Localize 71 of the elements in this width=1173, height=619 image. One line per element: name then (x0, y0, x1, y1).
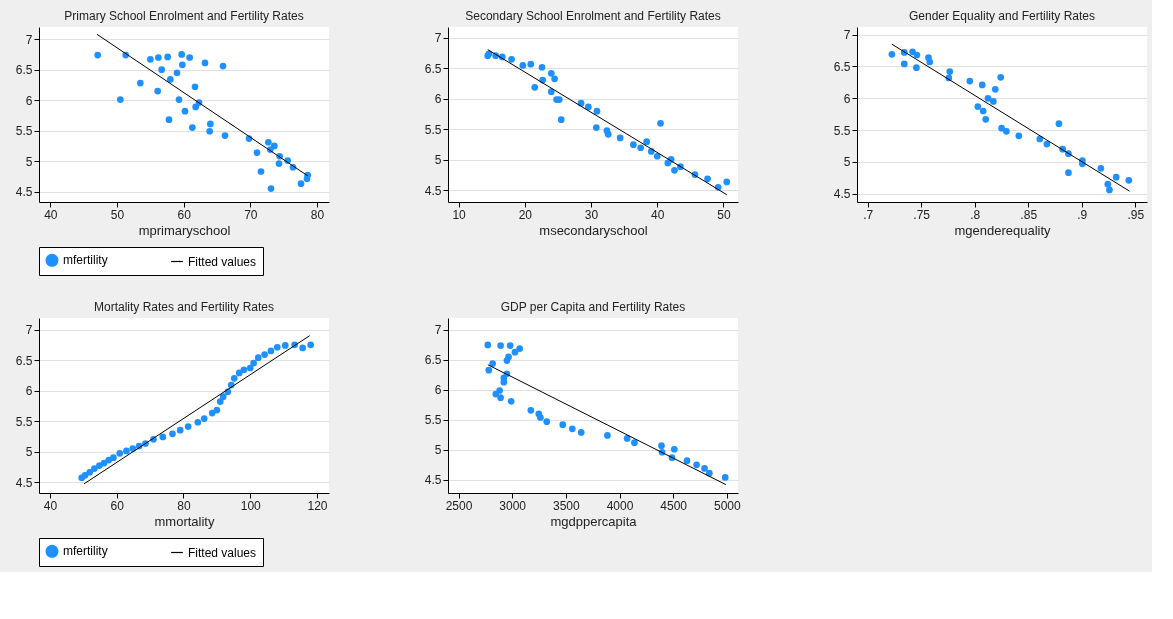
y-tick-label: 6 (434, 383, 442, 398)
x-tick-label: 40 (43, 498, 58, 513)
legend-label: Fitted values (188, 254, 257, 269)
y-tick-label: 5.5 (833, 123, 851, 138)
y-tick-label: 5.5 (15, 124, 33, 139)
x-tick-label: .85 (1020, 207, 1038, 222)
y-tick-label: 7 (434, 31, 442, 46)
x-tick-label: 2500 (445, 498, 473, 513)
y-tick-label: 7 (434, 323, 442, 338)
x-tick-label: .95 (1127, 207, 1145, 222)
x-tick-label: 3000 (499, 498, 527, 513)
y-tick-label: 7 (25, 323, 33, 338)
y-tick-label: 6 (843, 91, 851, 106)
y-tick-label: 6 (25, 384, 33, 399)
x-tick-label: 10 (452, 207, 467, 222)
x-tick-label: .75 (913, 207, 931, 222)
x-tick-label: 80 (310, 207, 325, 222)
x-tick-label: 50 (717, 207, 731, 222)
x-tick-label: 20 (518, 207, 533, 222)
x-axis-title: mprimaryschool (138, 222, 231, 238)
y-tick-label: 6 (25, 93, 33, 108)
chart-title: Gender Equality and Fertility Rates (908, 9, 1096, 23)
x-tick-label: 60 (177, 207, 192, 222)
x-axis-title: mgenderequality (954, 222, 1052, 238)
legend-label: mfertility (63, 544, 108, 559)
y-tick-label: 6 (434, 92, 442, 107)
x-axis-title: mgdppercapita (550, 513, 638, 529)
x-tick-label: 4500 (660, 498, 688, 513)
y-tick-label: 5 (434, 153, 442, 168)
x-tick-label: .8 (970, 207, 981, 222)
y-tick-label: 6.5 (424, 61, 442, 76)
x-axis-title: msecondaryschool (539, 222, 648, 238)
y-tick-label: 5 (434, 443, 442, 458)
x-axis-title: mmortality (154, 513, 215, 529)
legend-label: Fitted values (188, 545, 257, 560)
y-tick-label: 6.5 (424, 353, 442, 368)
legend-label: mfertility (63, 253, 108, 268)
y-tick-label: 4.5 (15, 475, 33, 490)
x-tick-label: 120 (307, 498, 328, 513)
x-tick-label: 80 (177, 498, 191, 513)
y-tick-label: 4.5 (424, 183, 442, 198)
y-tick-label: 5.5 (424, 413, 442, 428)
y-tick-label: 5.5 (15, 414, 33, 429)
x-tick-label: 50 (110, 207, 125, 222)
y-tick-label: 7 (843, 28, 851, 43)
y-tick-label: 4.5 (15, 185, 33, 200)
y-tick-label: 5 (843, 155, 851, 170)
y-tick-label: 6.5 (15, 353, 33, 368)
x-tick-label: 100 (240, 498, 262, 513)
x-tick-label: .9 (1077, 207, 1088, 222)
y-tick-label: 4.5 (424, 473, 442, 488)
y-tick-label: 5 (25, 445, 33, 460)
chart-title: Secondary School Enrolment and Fertility Rates (465, 9, 721, 23)
x-tick-label: 5000 (713, 498, 742, 513)
y-tick-label: 5 (25, 154, 33, 169)
y-tick-label: 6.5 (15, 63, 33, 78)
y-tick-label: 4.5 (833, 187, 851, 202)
x-tick-label: 3500 (552, 498, 581, 513)
x-tick-label: 70 (244, 207, 258, 222)
x-tick-label: 60 (110, 498, 125, 513)
x-tick-label: 40 (44, 207, 58, 222)
chart-title: Mortality Rates and Fertility Rates (93, 300, 275, 314)
y-tick-label: 5.5 (424, 122, 442, 137)
y-tick-label: 6.5 (833, 59, 851, 74)
x-tick-label: .7 (863, 207, 874, 222)
x-tick-label: 4000 (606, 498, 634, 513)
y-tick-label: 7 (25, 32, 33, 47)
x-tick-label: 30 (584, 207, 599, 222)
chart-title: GDP per Capita and Fertility Rates (500, 300, 686, 314)
x-tick-label: 40 (651, 207, 665, 222)
chart-title: Primary School Enrolment and Fertility Rates (64, 9, 304, 23)
